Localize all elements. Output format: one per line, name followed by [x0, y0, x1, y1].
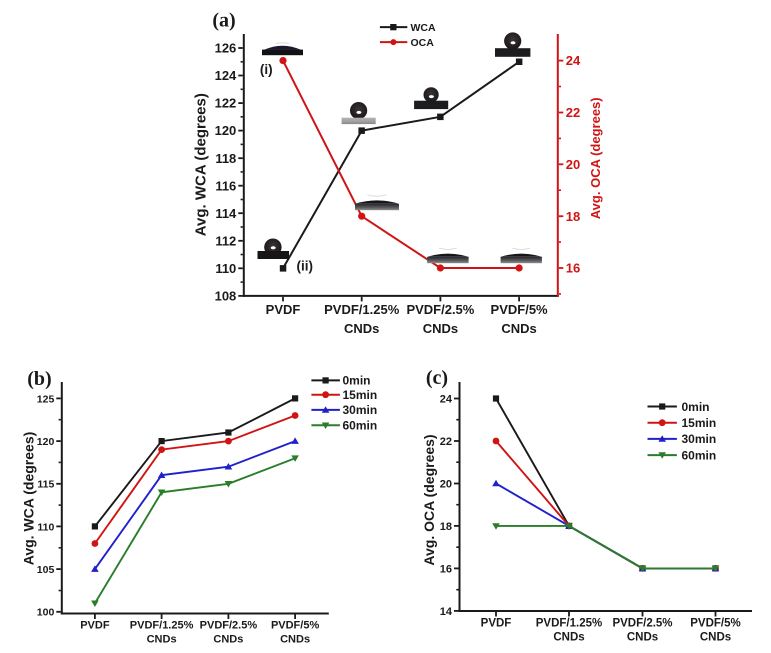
svg-text:15min: 15min: [682, 416, 717, 430]
svg-text:(b): (b): [27, 368, 51, 390]
svg-text:CNDs: CNDs: [501, 321, 536, 336]
svg-text:112: 112: [215, 233, 236, 248]
svg-text:24: 24: [566, 53, 581, 68]
svg-text:60min: 60min: [343, 419, 378, 433]
svg-text:PVDF: PVDF: [80, 620, 110, 632]
svg-text:PVDF: PVDF: [266, 302, 301, 317]
svg-text:CNDs: CNDs: [213, 634, 243, 646]
svg-text:120: 120: [37, 436, 55, 448]
svg-text:(ii): (ii): [297, 259, 314, 274]
svg-text:PVDF/2.5%: PVDF/2.5%: [612, 618, 672, 630]
svg-text:Avg. OCA (degrees): Avg. OCA (degrees): [588, 97, 603, 219]
svg-text:Avg. OCA (degrees): Avg. OCA (degrees): [421, 434, 437, 565]
svg-text:CNDs: CNDs: [280, 634, 310, 646]
svg-text:110: 110: [37, 521, 54, 533]
svg-text:100: 100: [37, 607, 55, 619]
svg-text:Avg. WCA (degrees): Avg. WCA (degrees): [193, 93, 210, 236]
svg-text:22: 22: [566, 105, 580, 120]
svg-text:CNDs: CNDs: [147, 634, 177, 646]
svg-text:30min: 30min: [682, 432, 717, 446]
svg-text:125: 125: [37, 393, 55, 405]
svg-text:0min: 0min: [682, 400, 710, 414]
svg-text:115: 115: [37, 479, 54, 491]
svg-text:PVDF/1.25%: PVDF/1.25%: [324, 302, 400, 317]
svg-text:PVDF/2.5%: PVDF/2.5%: [406, 302, 474, 317]
svg-text:124: 124: [215, 68, 237, 83]
svg-text:PVDF: PVDF: [481, 618, 512, 630]
svg-text:118: 118: [215, 151, 236, 166]
svg-text:CNDs: CNDs: [423, 321, 458, 336]
svg-text:110: 110: [215, 261, 236, 276]
svg-text:WCA: WCA: [411, 22, 436, 34]
svg-text:114: 114: [215, 206, 237, 221]
svg-text:PVDF/2.5%: PVDF/2.5%: [200, 620, 258, 632]
svg-text:18: 18: [566, 209, 580, 224]
svg-text:PVDF/5%: PVDF/5%: [271, 620, 320, 632]
svg-text:CNDs: CNDs: [553, 632, 584, 644]
svg-text:PVDF/5%: PVDF/5%: [690, 618, 741, 630]
svg-text:CNDs: CNDs: [344, 321, 379, 336]
svg-text:(c): (c): [426, 367, 448, 389]
svg-text:15min: 15min: [343, 388, 378, 402]
svg-text:14: 14: [440, 606, 453, 618]
svg-text:16: 16: [566, 261, 580, 276]
svg-text:PVDF/1.25%: PVDF/1.25%: [130, 620, 194, 632]
svg-text:116: 116: [215, 178, 236, 193]
svg-text:60min: 60min: [682, 448, 717, 462]
svg-text:(i): (i): [260, 62, 273, 77]
svg-text:0min: 0min: [343, 374, 371, 388]
svg-text:108: 108: [215, 289, 237, 304]
svg-text:16: 16: [440, 563, 452, 575]
svg-text:PVDF/1.25%: PVDF/1.25%: [536, 618, 602, 630]
svg-text:22: 22: [440, 436, 452, 448]
svg-text:122: 122: [215, 96, 237, 111]
svg-text:(a): (a): [212, 10, 235, 32]
svg-text:126: 126: [215, 41, 237, 56]
svg-text:CNDs: CNDs: [627, 632, 658, 644]
svg-text:30min: 30min: [343, 403, 378, 417]
svg-text:20: 20: [440, 479, 452, 491]
svg-text:PVDF/5%: PVDF/5%: [491, 302, 549, 317]
svg-text:20: 20: [566, 157, 580, 172]
svg-text:18: 18: [440, 521, 452, 533]
svg-text:Avg. WCA (degrees): Avg. WCA (degrees): [21, 432, 37, 566]
svg-text:OCA: OCA: [411, 37, 435, 49]
svg-text:CNDs: CNDs: [700, 632, 731, 644]
svg-text:24: 24: [440, 394, 453, 406]
svg-text:105: 105: [37, 564, 55, 576]
svg-text:120: 120: [215, 123, 237, 138]
